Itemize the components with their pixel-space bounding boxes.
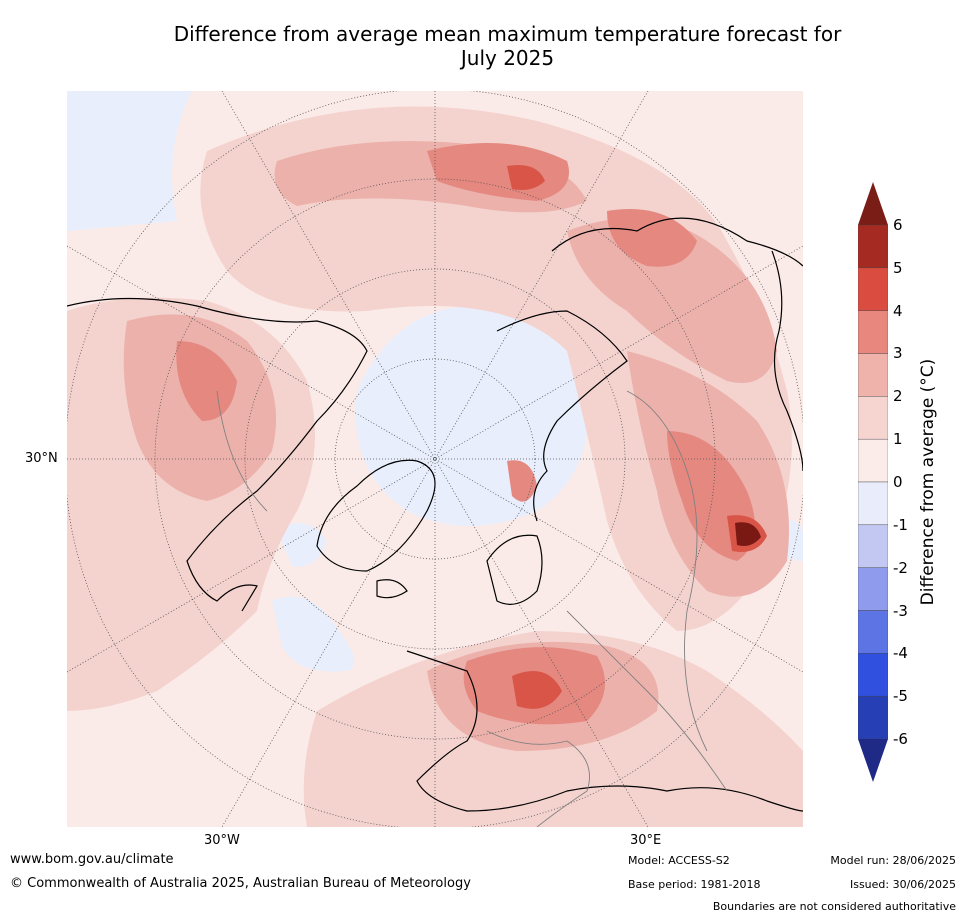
coast-eurasia: [551, 217, 803, 267]
tick-label: 5: [893, 259, 903, 277]
colorbar-band: [858, 224, 888, 269]
tick-label: -1: [893, 516, 908, 534]
country-borders: [216, 390, 728, 827]
forecast-map: [67, 91, 803, 827]
coast-russia-arctic: [496, 310, 628, 522]
colorbar-band: [858, 396, 888, 440]
meridian-c: [67, 245, 803, 673]
model-text: Model: ACCESS-S2: [628, 854, 730, 867]
title-line-2: July 2025: [460, 46, 555, 70]
colorbar-bands: [858, 224, 888, 740]
anomaly-hot-canada: [176, 341, 237, 421]
border-europe: [486, 730, 590, 827]
issued-text: Issued: 30/06/2025: [849, 878, 956, 891]
meridian-b: [221, 91, 649, 827]
anomaly-cool-nw: [67, 91, 192, 231]
tick-label: -2: [893, 559, 908, 577]
tick-label: -3: [893, 602, 908, 620]
colorbar-band: [858, 567, 888, 611]
copyright-text: © Commonwealth of Australia 2025, Austra…: [10, 876, 471, 891]
model-run-text: Model run: 28/06/2025: [830, 854, 956, 867]
anomaly-vhot-europe: [512, 671, 562, 709]
tick-label: 6: [893, 216, 903, 234]
lat-label-30n: 30°N: [25, 451, 58, 466]
colorbar-ticks: 6 5 4 3 2 1 0 -1 -2 -3 -4 -5 -6: [893, 182, 923, 782]
tick-label: -4: [893, 644, 908, 662]
meridian-d: [67, 245, 803, 673]
anomaly-hot-siberia: [607, 209, 697, 267]
colorbar-band: [858, 310, 888, 354]
anomaly-warm-siberia: [567, 218, 777, 383]
colorbar-top-arrow: [858, 182, 888, 225]
coast-east-asia: [771, 250, 803, 472]
anomaly-vhot-beringia: [507, 165, 545, 190]
colorbar-bottom-arrow: [858, 739, 888, 782]
coast-iceland: [376, 579, 408, 599]
base-period-text: Base period: 1981-2018: [628, 878, 761, 891]
coast-europe: [406, 650, 803, 812]
tick-label: 3: [893, 344, 903, 362]
map-canvas: [67, 91, 803, 827]
website-link[interactable]: www.bom.gov.au/climate: [10, 852, 174, 867]
tick-label: 1: [893, 430, 903, 448]
colorbar-band: [858, 267, 888, 311]
colorbar-label: Difference from average (°C): [918, 358, 938, 606]
coast-greenland: [316, 459, 436, 572]
colorbar-band: [858, 438, 888, 483]
coastlines: [67, 217, 803, 812]
anomaly-extreme-asia: [735, 522, 761, 546]
meridian-a: [221, 91, 649, 827]
disclaimer-text: Boundaries are not considered authoritat…: [712, 900, 956, 913]
border-eurasia-2: [566, 610, 728, 792]
graticule: [67, 91, 803, 827]
colorbar-band: [858, 653, 888, 697]
colorbar-band: [858, 481, 888, 526]
anomaly-hot-greenland-sea: [507, 460, 537, 502]
border-eurasia-1: [626, 390, 708, 752]
anomaly-cool-greenland: [277, 523, 327, 567]
tick-label: 0: [893, 473, 903, 491]
tick-label: -6: [893, 730, 908, 748]
map-title: Difference from average mean maximum tem…: [60, 22, 955, 70]
border-america: [216, 390, 268, 512]
anomaly-cool-atlantic: [272, 596, 355, 672]
colorbar-band: [858, 695, 888, 740]
coast-north-america: [67, 297, 368, 612]
tick-label: 2: [893, 387, 903, 405]
colorbar-band: [858, 610, 888, 654]
colorbar-band: [858, 524, 888, 568]
lon-label-30w: 30°W: [204, 833, 240, 848]
colorbar-band: [858, 353, 888, 397]
title-line-1: Difference from average mean maximum tem…: [173, 22, 842, 46]
tick-label: -5: [893, 687, 908, 705]
lon-label-30e: 30°E: [630, 833, 662, 848]
tick-label: 4: [893, 302, 903, 320]
coast-scandinavia: [486, 534, 543, 605]
colorbar: [858, 182, 888, 782]
